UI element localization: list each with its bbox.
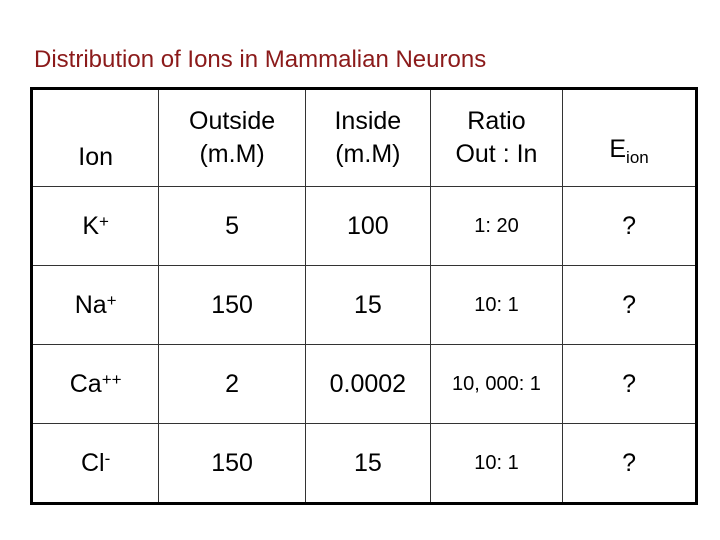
table-head: Ion Outside (m.M) Inside (m.M) Ratio Out : …: [30, 88, 697, 187]
ion-symbol: Cl: [81, 448, 105, 477]
header-cell: Inside (m.M): [304, 88, 431, 187]
header-line: Ratio: [467, 107, 526, 135]
header-line: (m.M): [335, 140, 401, 168]
outside-cell: 150: [158, 423, 306, 504]
ratio-cell: 10, 000: 1: [429, 344, 564, 424]
ion-charge: -: [104, 448, 111, 468]
header-symbol: E: [609, 135, 627, 163]
inside-cell: 100: [304, 186, 431, 266]
e-cell: ?: [562, 186, 697, 266]
inside-cell: 0.0002: [304, 344, 431, 424]
header-cell: Outside (m.M): [158, 88, 306, 187]
ion-cell: Cl-: [30, 423, 160, 504]
header-row: Ion Outside (m.M) Inside (m.M) Ratio Out : …: [30, 88, 697, 187]
outside-cell: 150: [158, 265, 306, 345]
ion-cell: Ca++: [30, 344, 160, 424]
ion-cell: K+: [30, 186, 160, 266]
ratio-cell: 10: 1: [429, 423, 564, 504]
ion-table: Ion Outside (m.M) Inside (m.M) Ratio Out : …: [30, 87, 698, 505]
header-cell: Eion: [562, 88, 697, 187]
header-line: Inside: [334, 107, 402, 135]
ion-charge: +: [99, 211, 109, 231]
outside-cell: 5: [158, 186, 306, 266]
e-cell: ?: [562, 344, 697, 424]
ratio-cell: 1: 20: [429, 186, 564, 266]
table-row: Cl- 150 15 10: 1?: [30, 423, 697, 504]
ion-symbol: K: [82, 211, 100, 240]
title: Distribution of Ions in Mammalian Neuron…: [34, 46, 487, 73]
e-cell: ?: [562, 265, 697, 345]
inside-cell: 15: [304, 423, 431, 504]
ion-symbol: Ca: [69, 369, 102, 398]
ion-charge: ++: [101, 369, 122, 389]
header-line: Out : In: [455, 140, 538, 168]
table-row: Na+ 150 15 10: 1?: [30, 265, 697, 345]
ion-cell: Na+: [30, 265, 160, 345]
header-subscript: ion: [626, 148, 649, 167]
header-cell: Ion: [30, 88, 160, 187]
outside-cell: 2: [158, 344, 306, 424]
header-line: Outside: [189, 107, 276, 135]
ion-charge: +: [106, 290, 117, 310]
table-row: K+ 5 100 1: 20?: [30, 186, 697, 266]
e-cell: ?: [562, 423, 697, 504]
inside-cell: 15: [304, 265, 431, 345]
ion-symbol: Na: [74, 290, 107, 319]
header-line: (m.M): [199, 140, 265, 168]
table-row: Ca++ 2 0.0002 10, 000: 1?: [30, 344, 697, 424]
ratio-cell: 10: 1: [429, 265, 564, 345]
table-body: K+ 5 100 1: 20? Na+ 150 15 10: 1? Ca++ 2 0.0002 10,…: [30, 186, 697, 504]
header-cell: Ratio Out : In: [429, 88, 564, 187]
